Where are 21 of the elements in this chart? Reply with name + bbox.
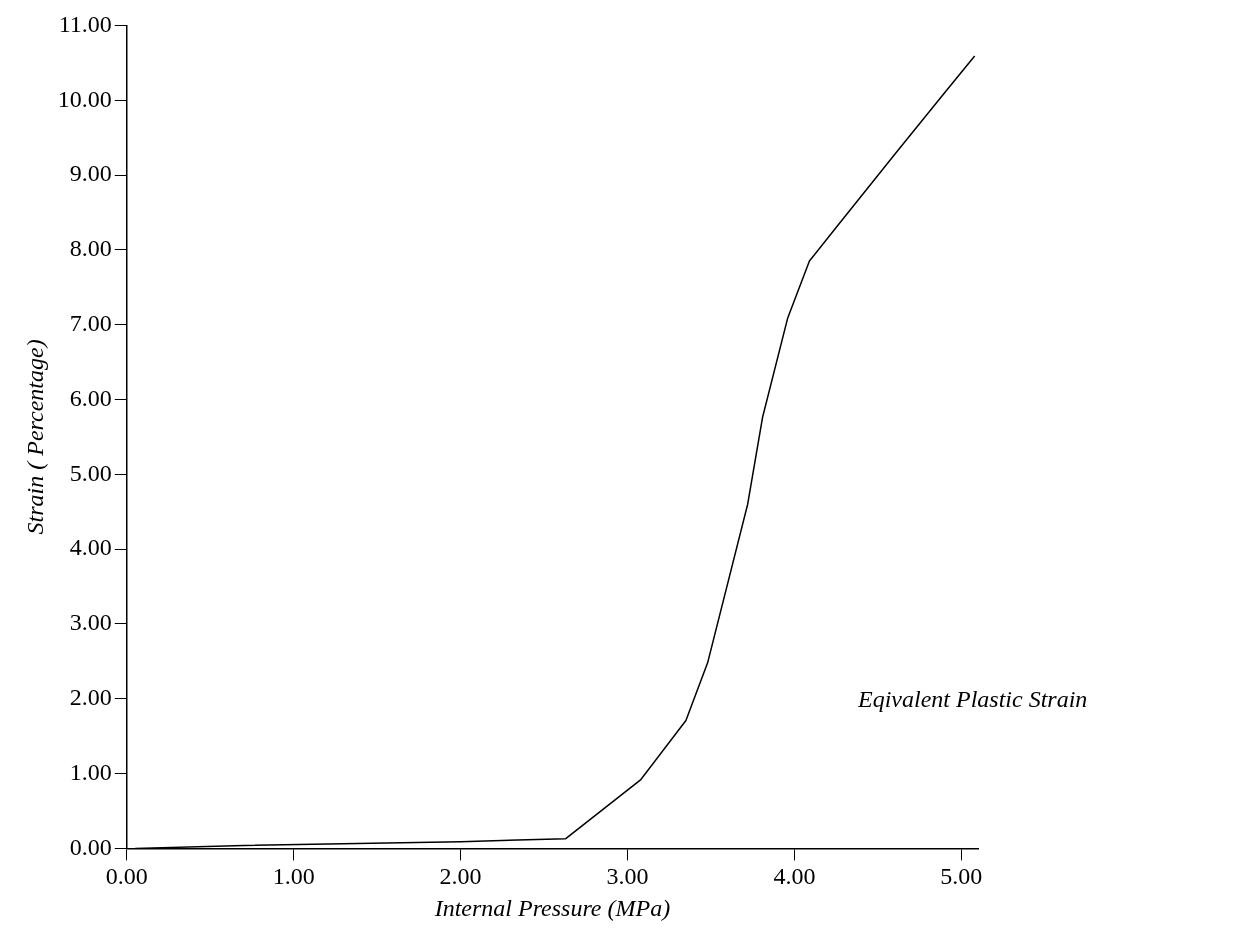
x-tick-label: 0.00 — [105, 863, 148, 890]
y-tick-label: 7.00 — [69, 309, 112, 336]
y-tick-label: 1.00 — [69, 758, 112, 785]
y-tick-label: 3.00 — [69, 609, 112, 636]
x-axis-title: Internal Pressure (MPa) — [433, 894, 671, 921]
y-tick-label: 2.00 — [69, 684, 112, 711]
y-tick-label: 10.00 — [57, 85, 112, 112]
x-tick-label: 3.00 — [606, 863, 649, 890]
text: Eqivalent Plastic Strain — [857, 685, 1088, 712]
x-tick-label: 2.00 — [439, 863, 482, 890]
y-tick-label: 11.00 — [58, 10, 112, 37]
y-tick-label: 0.00 — [69, 833, 112, 860]
x-tick-label: 5.00 — [940, 863, 983, 890]
x-tick-label: 1.00 — [272, 863, 315, 890]
y-tick-label: 6.00 — [69, 384, 112, 411]
y-tick-label: 9.00 — [69, 160, 112, 187]
y-tick-label: 4.00 — [69, 534, 112, 561]
y-tick-label: 8.00 — [69, 235, 112, 262]
y-axis-title: Strain ( Percentage) — [21, 339, 48, 535]
y-tick-label: 5.00 — [69, 459, 112, 486]
x-tick-label: 4.00 — [773, 863, 816, 890]
